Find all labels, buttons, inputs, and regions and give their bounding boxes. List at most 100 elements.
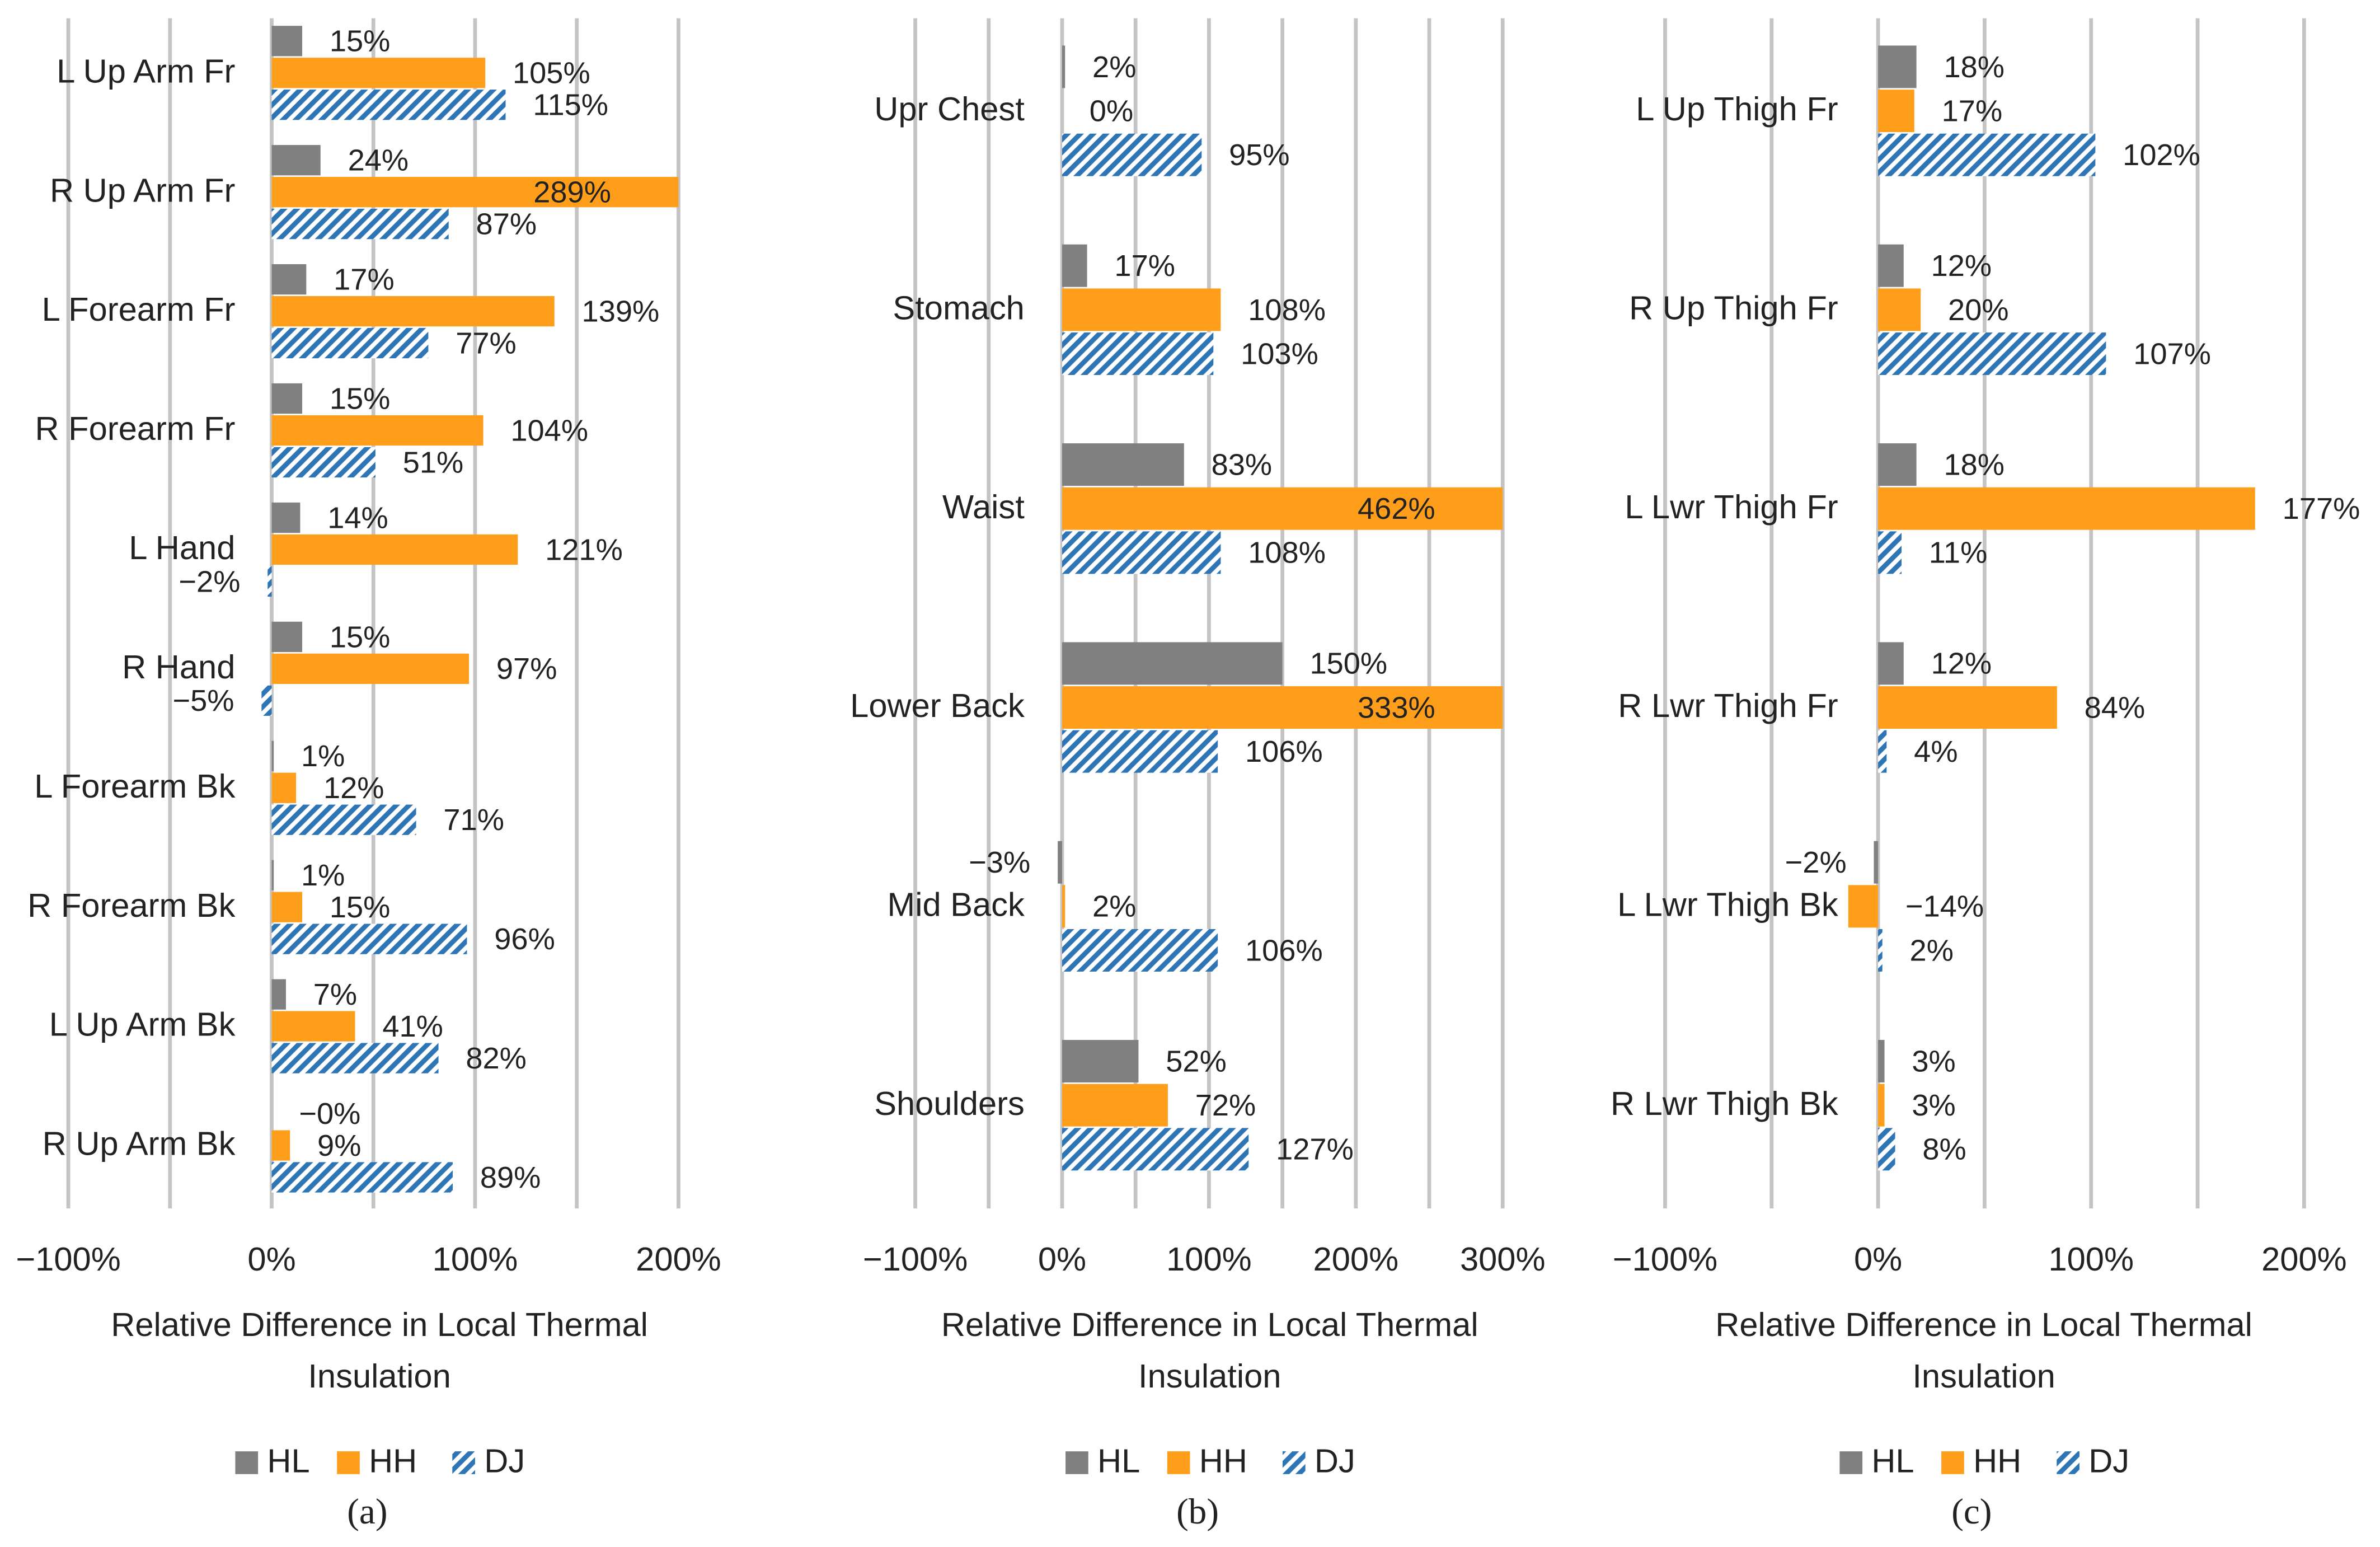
x-tick-label: 100% xyxy=(1166,1240,1252,1278)
bar xyxy=(1878,1128,1895,1171)
x-tick-label: 0% xyxy=(1038,1240,1086,1278)
data-label: 8% xyxy=(1922,1133,1966,1166)
bar xyxy=(1878,929,1883,972)
data-label: 77% xyxy=(456,326,517,360)
bar xyxy=(271,653,470,684)
data-label: 0% xyxy=(1090,94,1133,128)
data-label: 87% xyxy=(476,208,537,241)
category-label: R Lwr Thigh Bk xyxy=(1611,1085,1838,1122)
data-label: 14% xyxy=(327,501,388,535)
data-label: 2% xyxy=(1092,50,1136,84)
bar xyxy=(1062,686,1503,729)
data-label: 3% xyxy=(1912,1089,1955,1122)
bar xyxy=(1878,487,2255,530)
x-tick-label: 100% xyxy=(2048,1240,2134,1278)
data-label: 20% xyxy=(1948,293,2009,327)
legend-swatch xyxy=(1167,1451,1190,1474)
legend-swatch xyxy=(337,1451,360,1474)
legend-label: HH xyxy=(369,1442,417,1480)
data-label: 24% xyxy=(348,144,409,177)
legend-label: HL xyxy=(267,1442,309,1480)
bar xyxy=(1878,686,2057,729)
legend-swatch xyxy=(1065,1451,1088,1474)
bar xyxy=(1878,1040,1885,1082)
x-axis-label: Relative Difference in Local Thermal Ins… xyxy=(1715,1305,2252,1395)
category-label: Upr Chest xyxy=(874,90,1025,128)
category-label: L Up Thigh Fr xyxy=(1636,90,1838,128)
bar xyxy=(271,296,555,327)
data-label: −3% xyxy=(969,846,1030,879)
data-label: 84% xyxy=(2085,691,2146,724)
bar xyxy=(1062,443,1184,486)
bar xyxy=(271,923,467,954)
data-label: 108% xyxy=(1248,293,1326,327)
data-label: −0% xyxy=(299,1097,360,1131)
bar xyxy=(271,621,303,653)
data-label: −5% xyxy=(172,684,234,718)
data-label: 7% xyxy=(313,978,357,1011)
data-label: 12% xyxy=(1931,249,1992,283)
data-label: 107% xyxy=(2133,337,2211,371)
bar xyxy=(271,145,321,176)
bar xyxy=(271,415,483,446)
bar xyxy=(1062,730,1218,773)
panel-label: (a) xyxy=(347,1492,387,1532)
bar xyxy=(1878,1084,1885,1127)
bar xyxy=(1062,1040,1139,1082)
data-label: 18% xyxy=(1944,50,2005,84)
bar xyxy=(1878,244,1904,287)
bar xyxy=(271,90,506,120)
category-label: R Up Arm Bk xyxy=(43,1125,236,1162)
data-label: 18% xyxy=(1944,448,2005,481)
panel-label: (c) xyxy=(1951,1492,1992,1532)
legend-label: HL xyxy=(1871,1442,1914,1480)
data-label: 4% xyxy=(1914,735,1957,768)
bar xyxy=(1848,885,1879,928)
bar xyxy=(1062,487,1503,530)
panel-label: (b) xyxy=(1176,1492,1219,1532)
data-label: 102% xyxy=(2123,138,2200,172)
x-axis-label-box: Relative Difference in Local Thermal Ins… xyxy=(941,1306,1478,1395)
category-label: L Hand xyxy=(129,529,235,566)
data-label: 17% xyxy=(1114,249,1175,283)
bar xyxy=(271,979,286,1010)
category-label: R Forearm Bk xyxy=(27,887,235,924)
data-label: 41% xyxy=(382,1010,443,1043)
data-label: 15% xyxy=(330,620,391,654)
bar xyxy=(271,26,303,57)
bar xyxy=(271,1011,355,1042)
legend-label: DJ xyxy=(484,1442,525,1480)
data-label: 71% xyxy=(443,803,504,837)
data-label: 11% xyxy=(1929,536,1988,570)
data-label: 51% xyxy=(403,446,464,479)
bar xyxy=(1878,332,2106,376)
x-tick-label: 300% xyxy=(1460,1240,1546,1278)
data-label: 106% xyxy=(1245,934,1323,967)
data-label: 127% xyxy=(1276,1133,1354,1166)
data-label: 17% xyxy=(334,263,395,297)
bar xyxy=(271,447,375,478)
data-label: 15% xyxy=(330,382,391,415)
bar xyxy=(1878,90,1914,133)
bar xyxy=(271,58,486,88)
x-tick-label: −100% xyxy=(1613,1240,1717,1278)
bar xyxy=(271,740,274,771)
bar xyxy=(1062,531,1221,574)
category-label: R Hand xyxy=(122,648,235,686)
data-label: 1% xyxy=(301,859,345,892)
bar xyxy=(1878,531,1902,574)
bar xyxy=(267,566,272,597)
legend-label: DJ xyxy=(1315,1442,1355,1480)
data-label: 105% xyxy=(513,57,590,90)
data-label: 108% xyxy=(1248,536,1326,570)
data-label: 150% xyxy=(1309,647,1387,681)
bar xyxy=(1062,332,1214,376)
bar xyxy=(1062,1084,1168,1127)
bar xyxy=(1062,885,1065,928)
bar xyxy=(1878,642,1904,685)
legend-swatch xyxy=(2057,1451,2079,1474)
bar xyxy=(271,534,518,565)
x-tick-label: −100% xyxy=(863,1240,968,1278)
legend-swatch xyxy=(1282,1451,1306,1474)
